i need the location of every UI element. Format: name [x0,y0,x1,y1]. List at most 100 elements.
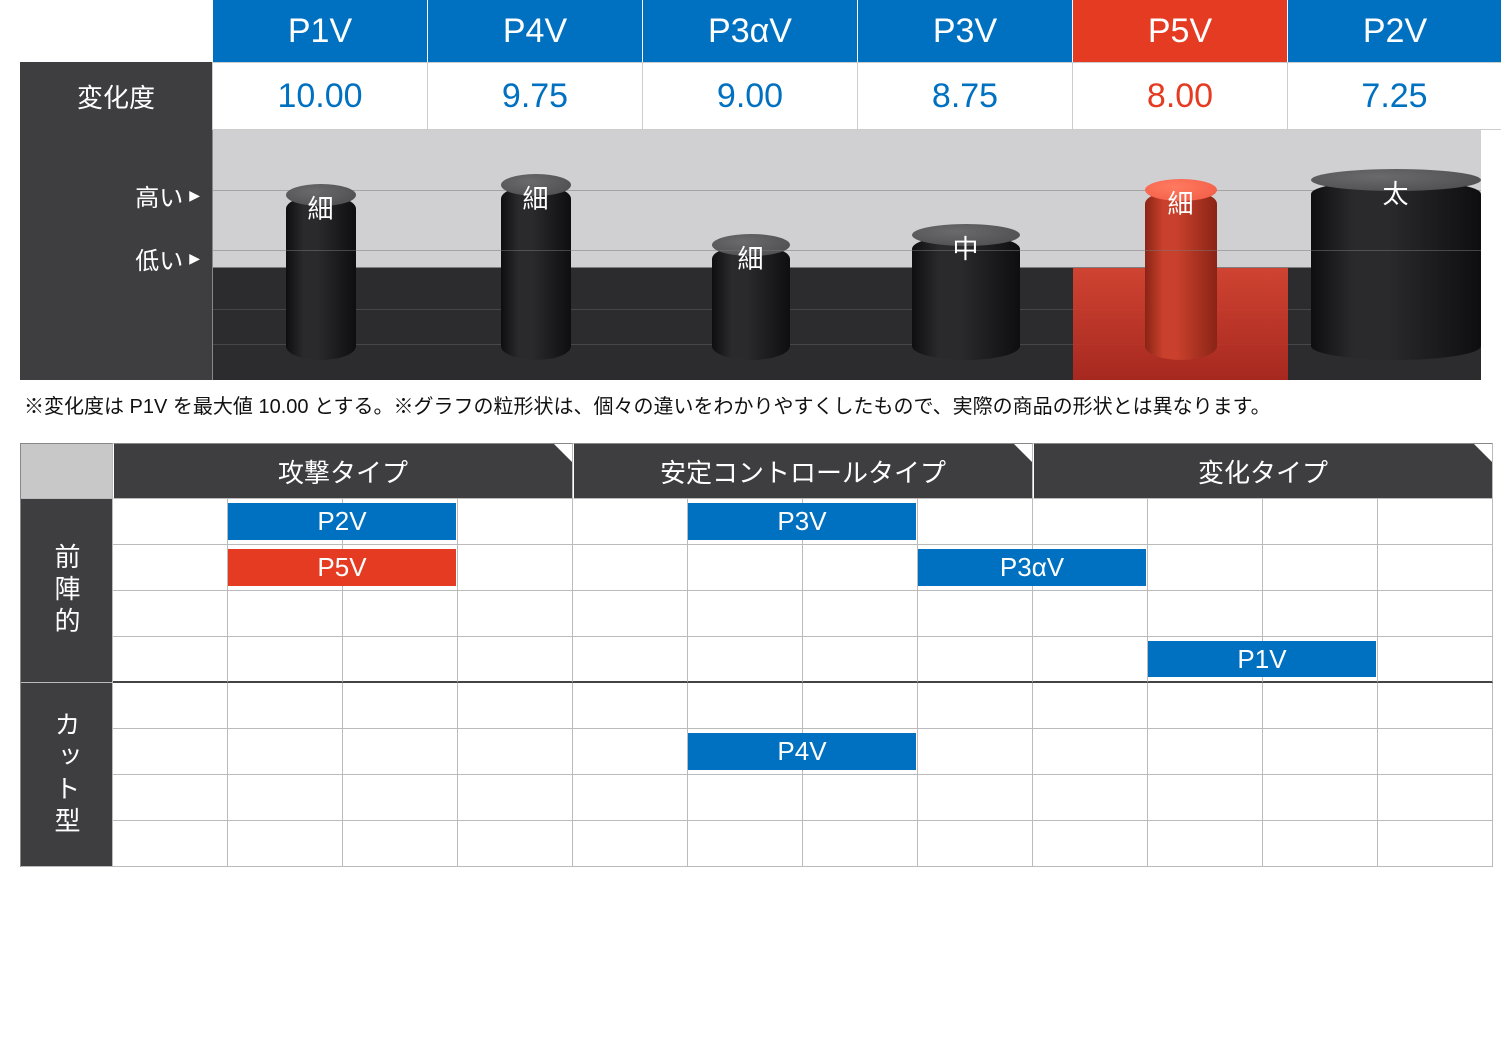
bottom-header-blank [21,443,113,499]
grid-cell [918,591,1033,637]
grid-cell [1148,683,1263,729]
grid-cell: P4V [688,729,803,775]
grid-cell [1148,591,1263,637]
grid-cell [228,591,343,637]
cylinder-slot: 細 [428,130,643,380]
side-header: 前陣的 [21,499,113,683]
grid-cell [918,821,1033,867]
cylinder-chart-area: 細細細中細太 [212,130,1481,380]
grid-cell [1033,729,1148,775]
product-bar: P3V [688,503,916,540]
column-header: P5V [1072,0,1287,62]
grid-cell [113,591,228,637]
grid-cell [1148,545,1263,591]
value-cell: 7.25 [1287,62,1501,130]
cylinder: 太 [1311,180,1481,360]
grid-cell [1378,591,1493,637]
cylinder-slot: 細 [213,130,428,380]
grid-cell [1378,683,1493,729]
grid-cell: P1V [1148,637,1263,683]
grid-cell [228,821,343,867]
grid-cell: P5V [228,545,343,591]
cylinder-label: 中 [912,229,1020,266]
grid-cell [688,591,803,637]
grid-cell [573,821,688,867]
top-comparison-table: P1VP4VP3αVP3VP5VP2V変化度10.009.759.008.758… [20,0,1481,130]
cylinder: 細 [501,185,571,360]
cylinder-side-labels: 高い▶ 低い▶ [20,130,212,380]
type-header: 変化タイプ [1033,443,1493,499]
grid-cell [113,729,228,775]
grid-cell [918,637,1033,683]
product-bar: P4V [688,733,916,770]
cylinder-label: 太 [1311,174,1481,211]
grid-cell [1263,683,1378,729]
grid-cell [228,637,343,683]
grid-cell [343,729,458,775]
grid-cell [688,775,803,821]
grid-cell [228,775,343,821]
grid-cell [1033,775,1148,821]
grid-cell [1263,729,1378,775]
column-header: P3αV [642,0,857,62]
cylinder-chart-row: 高い▶ 低い▶ 細細細中細太 [20,130,1481,380]
grid-cell [458,545,573,591]
grid-cell [1263,591,1378,637]
type-header: 攻撃タイプ [113,443,573,499]
grid-cell [343,821,458,867]
product-bar: P5V [228,549,456,586]
value-cell: 10.00 [212,62,427,130]
cylinder-label: 細 [712,239,790,276]
grid-cell [803,637,918,683]
level-high: 高い▶ [135,178,200,213]
product-bar: P1V [1148,641,1376,677]
bottom-type-table: 攻撃タイプ安定コントロールタイプ変化タイプ前陣的P2VP3VP5VP3αVP1V… [20,443,1481,867]
grid-cell [803,545,918,591]
grid-cell [113,775,228,821]
grid-cell [1378,637,1493,683]
grid-cell [573,683,688,729]
grid-cell [343,683,458,729]
column-header: P1V [212,0,427,62]
grid-cell [1378,545,1493,591]
grid-cell [458,775,573,821]
value-cell: 8.00 [1072,62,1287,130]
grid-cell [113,821,228,867]
grid-cell [113,545,228,591]
grid-cell [458,499,573,545]
grid-cell [573,545,688,591]
grid-cell: P3V [688,499,803,545]
cylinder: 細 [1145,190,1217,360]
cylinder-slot: 中 [858,130,1073,380]
grid-cell [688,545,803,591]
grid-cell [113,637,228,683]
grid-cell [343,775,458,821]
grid-cell [1148,499,1263,545]
cylinder: 中 [912,235,1020,360]
grid-cell [343,591,458,637]
cylinder-slot: 細 [643,130,858,380]
value-cell: 8.75 [857,62,1072,130]
grid-cell [1263,775,1378,821]
grid-cell [688,637,803,683]
grid-cell [918,729,1033,775]
grid-cell [1033,637,1148,683]
grid-cell [1378,821,1493,867]
grid-cell [113,499,228,545]
product-bar: P2V [228,503,456,540]
grid-cell [1148,729,1263,775]
grid-cell [1263,821,1378,867]
cylinder: 細 [286,195,356,360]
grid-cell [688,821,803,867]
grid-cell [458,821,573,867]
chart-footnote: ※変化度は P1V を最大値 10.00 とする。※グラフの粒形状は、個々の違い… [20,380,1481,443]
grid-cell [573,591,688,637]
cylinder-label: 細 [501,179,571,216]
grid-cell [918,499,1033,545]
grid-cell [803,591,918,637]
grid-cell [573,637,688,683]
grid-cell [573,775,688,821]
grid-cell [573,499,688,545]
grid-cell [918,683,1033,729]
grid-cell [113,683,228,729]
